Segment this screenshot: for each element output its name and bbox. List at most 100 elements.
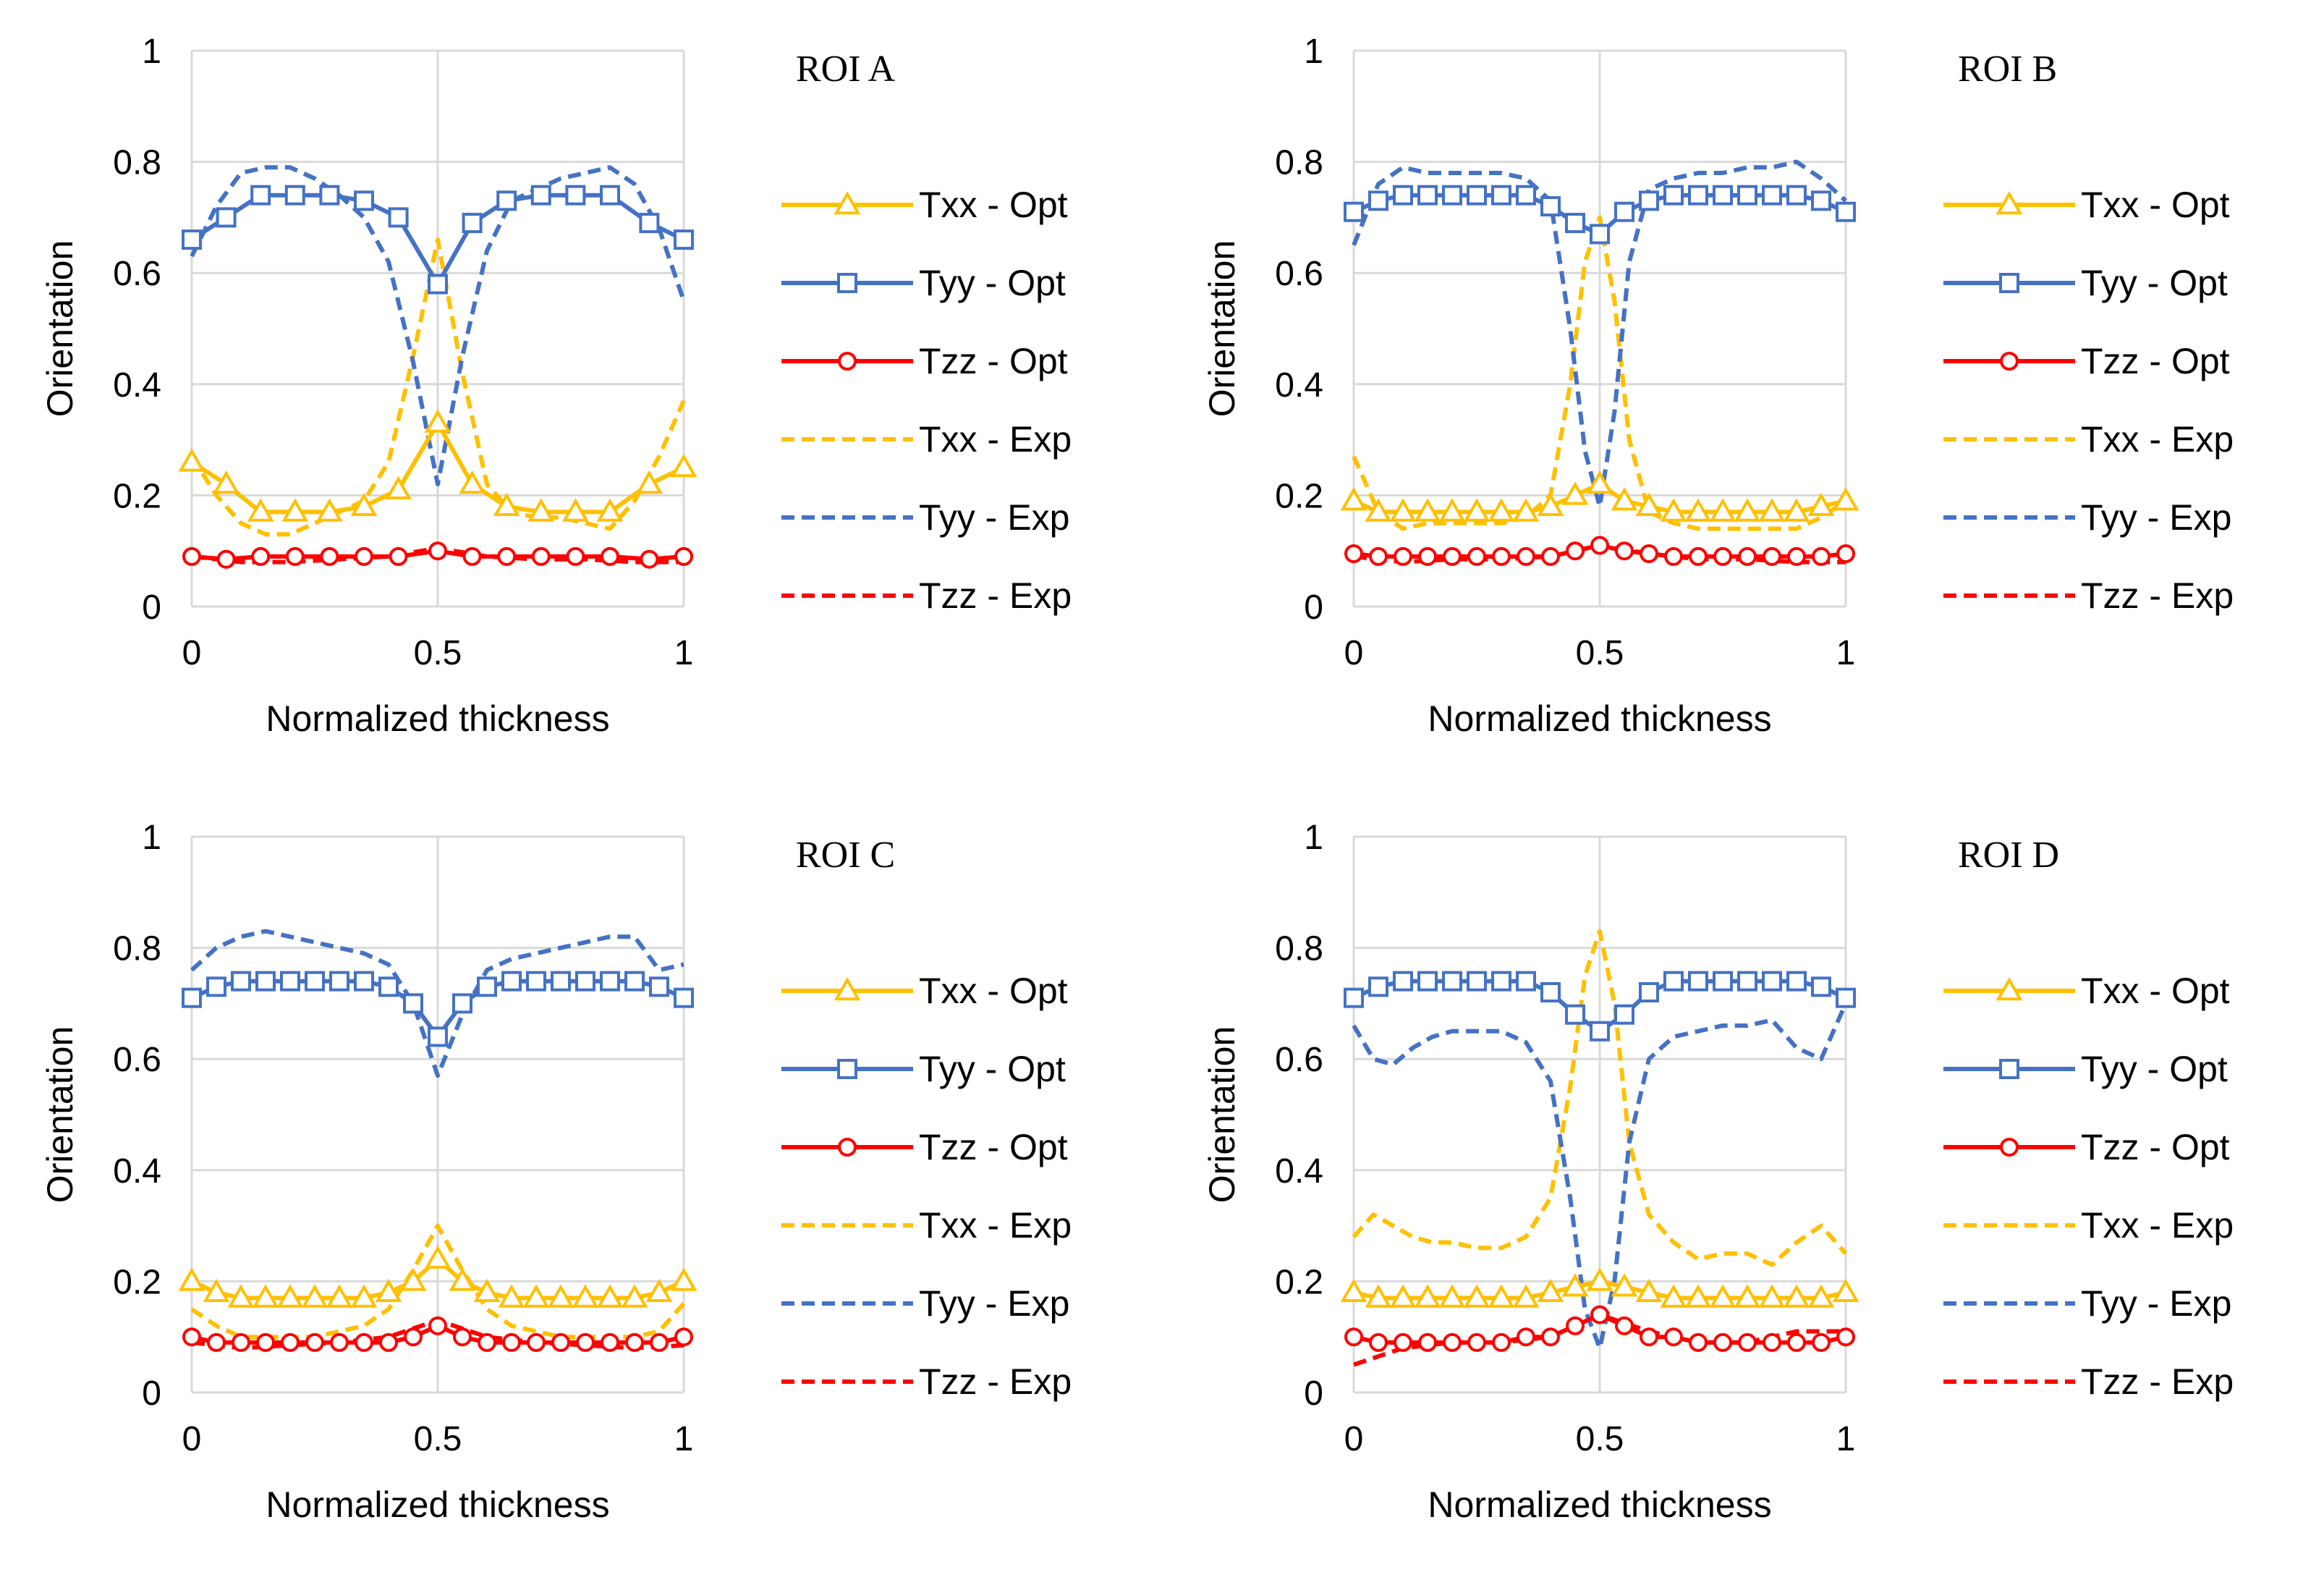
- data-point-tyy-opt: [231, 971, 251, 992]
- legend-item-tyy-opt: Tyy - Opt: [1943, 1049, 2228, 1089]
- series-tyy-exp: [190, 165, 686, 486]
- y-tick-label: 0.6: [1275, 1041, 1323, 1079]
- data-point-txx-opt: [1684, 1284, 1712, 1308]
- data-point-txx-opt: [1635, 1278, 1663, 1303]
- data-point-tzz-opt: [256, 1332, 275, 1352]
- data-point-txx-opt: [227, 1284, 255, 1308]
- legend-label: Txx - Exp: [2081, 1205, 2234, 1246]
- data-point-tyy-opt: [1762, 185, 1782, 206]
- data-point-tzz-opt: [1492, 546, 1511, 566]
- data-point-tyy-opt: [280, 971, 300, 992]
- data-point-tyy-opt: [329, 971, 349, 992]
- data-point-tzz-opt: [497, 546, 517, 566]
- y-tick-label: 0.8: [113, 930, 161, 968]
- data-point-txx-opt: [1832, 1278, 1859, 1303]
- series-line-txx-exp: [1352, 929, 1848, 1267]
- legend-item-tzz-exp: Tzz - Exp: [781, 1361, 1072, 1402]
- data-point-tyy-opt: [206, 976, 226, 997]
- data-point-tzz-opt: [1369, 546, 1388, 566]
- x-tick-label: 0: [182, 634, 202, 672]
- data-point-tyy-opt: [378, 976, 399, 997]
- data-point-tyy-opt: [1590, 1020, 1610, 1041]
- data-point-tyy-opt: [182, 987, 202, 1008]
- series-line-tyy-exp: [190, 165, 686, 486]
- data-point-tzz-opt: [674, 1327, 693, 1347]
- data-point-tyy-opt: [1737, 185, 1757, 206]
- legend-marker: [1996, 976, 2023, 1001]
- legend-item-txx-opt: Txx - Opt: [781, 971, 1068, 1011]
- y-tick-label: 0.8: [1275, 930, 1323, 968]
- data-point-txx-opt: [547, 1284, 574, 1308]
- data-point-tyy-opt: [1467, 971, 1487, 992]
- data-point-tzz-opt: [502, 1332, 521, 1352]
- series-tzz-opt: [182, 1316, 693, 1352]
- y-tick-label: 0.8: [1275, 144, 1323, 182]
- data-point-txx-opt: [459, 470, 486, 494]
- data-point-tzz-opt: [404, 1327, 423, 1347]
- data-point-tyy-opt: [428, 1026, 448, 1047]
- series-tyy-exp: [190, 929, 684, 1078]
- data-point-txx-opt: [1537, 492, 1564, 517]
- data-point-tyy-opt: [674, 987, 694, 1008]
- data-point-txx-opt: [493, 492, 520, 517]
- data-point-tyy-opt: [1540, 982, 1561, 1003]
- legend-item-txx-exp: Txx - Exp: [781, 1205, 1072, 1246]
- data-point-txx-opt: [375, 1278, 402, 1303]
- legend-marker: [2000, 352, 2019, 371]
- data-point-tyy-opt: [284, 185, 305, 206]
- series-line-tyy-exp: [1352, 159, 1848, 509]
- data-point-txx-opt: [385, 476, 412, 499]
- data-point-txx-opt: [1463, 498, 1490, 522]
- data-point-tyy-opt: [551, 971, 571, 992]
- series-line-tyy-exp: [190, 929, 684, 1078]
- legend-label: Tzz - Opt: [919, 341, 1068, 381]
- legend-marker: [837, 273, 857, 293]
- data-point-tyy-opt: [624, 971, 645, 992]
- data-point-tyy-opt: [250, 185, 271, 206]
- data-point-tzz-opt: [1443, 1332, 1462, 1352]
- data-point-txx-opt: [326, 1284, 353, 1308]
- x-axis-title: Normalized thickness: [266, 1484, 609, 1525]
- data-point-tzz-opt: [1517, 1327, 1535, 1347]
- y-tick-label: 0.4: [113, 1152, 161, 1191]
- series-txx-opt: [1340, 470, 1859, 522]
- legend-item-tzz-opt: Tzz - Opt: [1943, 341, 2230, 381]
- series-tyy-exp: [1352, 159, 1848, 509]
- legend-marker: [834, 190, 861, 215]
- data-point-tzz-opt: [625, 1332, 644, 1352]
- legend: Txx - Opt Tyy - Opt Tzz - Opt Txx - Exp Tyy …: [1943, 185, 2234, 616]
- data-point-txx-opt: [1340, 1278, 1367, 1303]
- x-tick-label: 0: [182, 1420, 202, 1458]
- legend-label: Tzz - Exp: [2081, 575, 2234, 616]
- data-point-txx-opt: [213, 470, 240, 494]
- data-point-tzz-opt: [1590, 1305, 1609, 1324]
- data-point-tzz-opt: [1812, 1332, 1831, 1352]
- data-point-tzz-opt: [379, 1332, 398, 1352]
- legend-item-tyy-exp: Tyy - Exp: [1943, 497, 2231, 538]
- chart-svg: 0 0.2 0.4 0.6 0.8 1 0 0.5 1 Normalized thickness O…: [1202, 819, 2234, 1525]
- data-point-tzz-opt: [232, 1332, 250, 1352]
- y-tick-label: 0.2: [113, 1263, 161, 1301]
- legend-item-tzz-exp: Tzz - Exp: [1943, 575, 2234, 616]
- data-point-txx-opt: [498, 1284, 525, 1308]
- chart-svg: 0 0.2 0.4 0.6 0.8 1 0 0.5 1 Normalized thickness O…: [40, 819, 1072, 1525]
- legend-item-tyy-opt: Tyy - Opt: [781, 1049, 1066, 1089]
- data-point-tyy-opt: [1786, 971, 1807, 992]
- data-point-tyy-opt: [1663, 971, 1684, 992]
- data-point-txx-opt: [1586, 470, 1613, 494]
- legend-label: Tzz - Exp: [919, 1361, 1072, 1402]
- legend-marker: [1996, 190, 2023, 215]
- data-point-txx-opt: [350, 492, 378, 517]
- data-point-txx-opt: [527, 498, 555, 522]
- data-point-txx-opt: [424, 1245, 451, 1269]
- data-point-txx-opt: [399, 1267, 427, 1291]
- data-point-txx-opt: [621, 1284, 648, 1308]
- data-point-tzz-opt: [1640, 1327, 1658, 1347]
- data-point-tyy-opt: [600, 971, 620, 992]
- data-point-tzz-opt: [1787, 546, 1806, 566]
- series-tyy-opt: [182, 185, 694, 295]
- data-point-txx-opt: [1684, 498, 1712, 522]
- data-point-txx-opt: [1783, 1284, 1810, 1308]
- data-point-tzz-opt: [1418, 1332, 1437, 1352]
- data-point-tzz-opt: [1713, 1332, 1732, 1352]
